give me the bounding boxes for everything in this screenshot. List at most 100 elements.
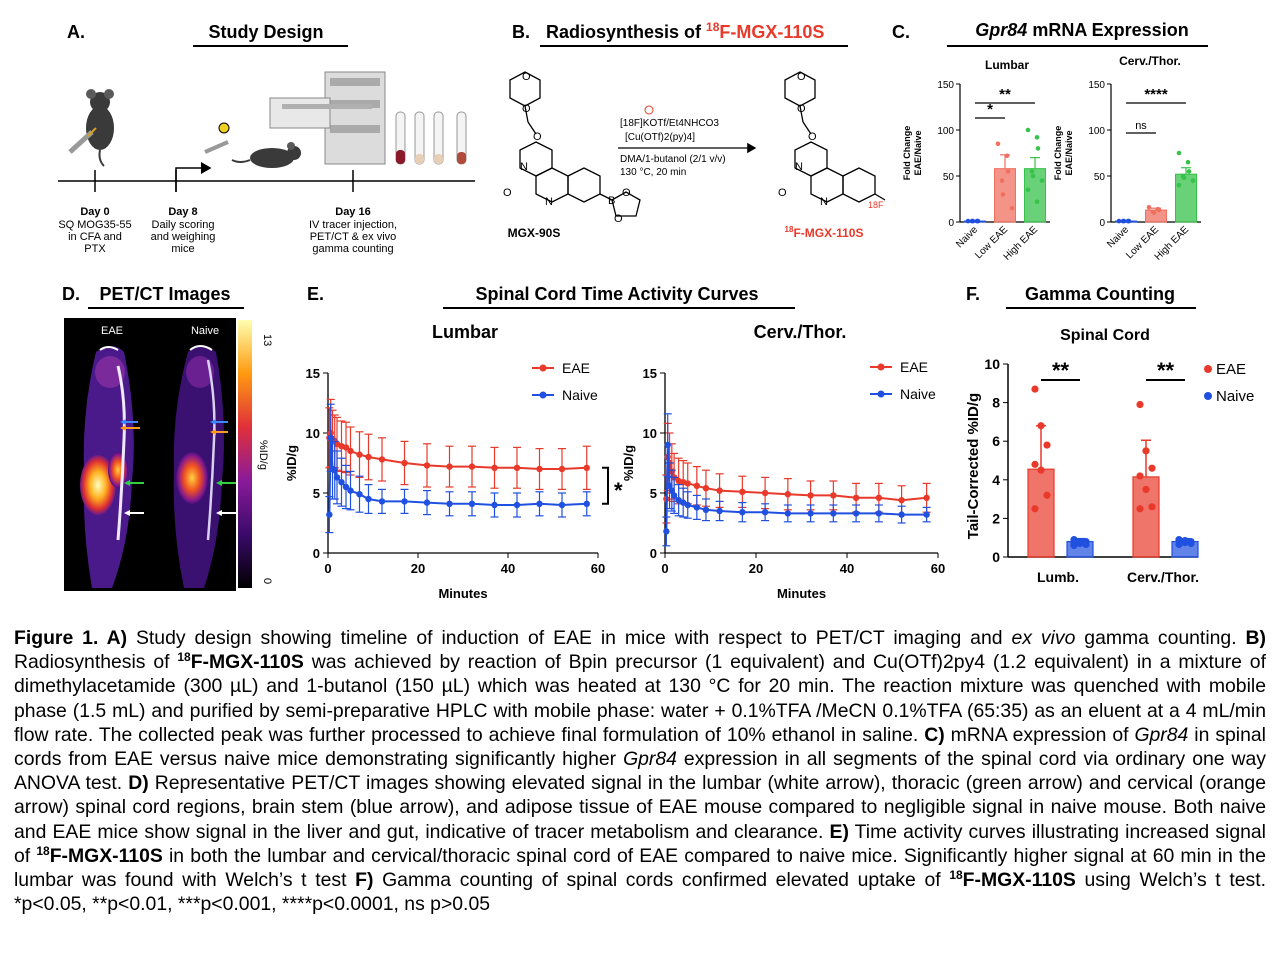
svg-text:and weighing: and weighing — [151, 231, 216, 243]
data-point — [975, 218, 981, 224]
data-point — [1176, 150, 1182, 156]
y-axis-label: EAE/Naive — [1064, 130, 1074, 175]
panel-a: A. Study Design — [58, 22, 475, 255]
svg-text:O: O — [797, 71, 806, 83]
data-point — [1037, 422, 1045, 430]
data-point — [784, 491, 792, 498]
y-tick-label: 150 — [937, 80, 954, 91]
data-point — [1037, 466, 1045, 474]
data-point — [1031, 460, 1039, 468]
data-point — [663, 528, 670, 535]
data-point — [1043, 491, 1051, 499]
svg-text:O: O — [522, 71, 531, 83]
panel-a-title: Study Design — [208, 22, 323, 42]
data-point — [491, 464, 498, 471]
data-point — [898, 497, 905, 504]
data-point — [923, 494, 930, 501]
y-tick-label: 5 — [650, 486, 657, 501]
sample-tubes-icon — [395, 111, 467, 165]
data-point — [666, 482, 673, 489]
panel-f-subtitle: Spinal Cord — [1060, 327, 1150, 344]
data-point — [378, 456, 386, 463]
x-tick-label: 40 — [501, 561, 515, 576]
panel-a-letter: A. — [67, 22, 85, 42]
data-point — [852, 494, 860, 501]
legend-label: EAE — [1216, 361, 1246, 378]
x-tick-label: 0 — [324, 561, 331, 576]
data-point — [830, 492, 837, 499]
x-tick-label: 60 — [591, 561, 605, 576]
svg-text:mice: mice — [171, 243, 194, 255]
data-point — [1121, 218, 1127, 224]
data-point — [1186, 169, 1192, 174]
category-label: Naive — [1105, 224, 1131, 250]
y-tick-label: 50 — [943, 172, 955, 183]
y-axis-label: Fold Change — [1053, 126, 1063, 181]
data-point — [536, 500, 543, 507]
legend-marker — [1204, 365, 1212, 373]
x-tick-label: 20 — [749, 561, 763, 576]
data-point — [401, 459, 408, 467]
conditions-line-2: 130 °C, 20 min — [620, 167, 686, 178]
data-point — [970, 218, 976, 224]
x-tick-label: 0 — [661, 561, 668, 576]
data-point — [513, 464, 521, 471]
fluoro-label: 18F — [868, 200, 884, 210]
data-point — [852, 510, 860, 517]
svg-text:Day 8: Day 8 — [168, 206, 197, 218]
data-point — [875, 494, 883, 501]
panel-b-title: Radiosynthesis of 18F-MGX-110S — [546, 20, 824, 42]
data-point — [1116, 218, 1122, 224]
data-point — [1185, 159, 1191, 165]
data-point — [1030, 173, 1036, 179]
data-point — [1190, 178, 1196, 183]
data-point — [1004, 153, 1010, 159]
panel-f-chart: 0 2 4 6 8 10 Tail-Corrected %ID/g Lumb. Cerv./Th… — [965, 356, 1254, 585]
data-point — [1181, 175, 1187, 181]
data-point — [684, 480, 691, 487]
svg-text:B: B — [608, 195, 615, 207]
data-point — [1142, 447, 1150, 455]
data-point — [1031, 505, 1039, 513]
panel-e-cerv-chart: 0 20 40 60 0 5 10 15 Minutes %ID/g EAE Naive — [621, 359, 945, 601]
y-tick-label: 10 — [643, 426, 657, 441]
svg-text:O: O — [533, 131, 542, 143]
significance-label: * — [987, 101, 993, 118]
pet-color-scale — [238, 320, 252, 588]
day0-label: Day 0 SQ MOG35-55 in CFA and PTX — [58, 206, 131, 255]
y-tick-label: 150 — [1088, 80, 1105, 91]
panel-e: E. Spinal Cord Time Activity Curves Lumb… — [284, 284, 945, 601]
data-point — [702, 506, 710, 513]
significance-label: ** — [1052, 358, 1070, 383]
data-point — [356, 451, 363, 458]
precursor-structure — [509, 71, 641, 217]
data-point — [830, 510, 837, 517]
data-point — [716, 487, 723, 494]
svg-text:N: N — [520, 161, 528, 173]
significance-label: ** — [999, 86, 1011, 103]
scale-min-label: 0 — [261, 578, 273, 584]
data-point — [1039, 178, 1045, 183]
data-point — [807, 510, 814, 517]
data-point — [739, 509, 746, 516]
data-point — [423, 462, 431, 469]
scale-unit-label: %ID/g — [257, 440, 269, 470]
y-tick-label: 15 — [306, 366, 320, 381]
data-point — [1035, 146, 1041, 151]
y-tick-label: 2 — [992, 510, 1000, 526]
data-point — [342, 444, 350, 451]
legend-marker — [539, 364, 547, 372]
y-tick-label: 5 — [313, 486, 320, 501]
data-point — [583, 500, 590, 507]
svg-text:O: O — [622, 187, 631, 199]
radioactive-syringe-icon — [204, 122, 230, 154]
svg-text:N: N — [795, 161, 803, 173]
pet-scanner-icon — [269, 71, 386, 165]
legend-label: Naive — [562, 387, 598, 403]
data-point — [468, 500, 476, 507]
svg-text:N: N — [545, 196, 553, 208]
panel-f: F. Gamma Counting Spinal Cord 0 2 4 6 8 10 Tai… — [965, 284, 1254, 585]
legend-label: EAE — [562, 360, 590, 376]
data-point — [1031, 385, 1039, 393]
svg-text:O: O — [778, 187, 787, 199]
